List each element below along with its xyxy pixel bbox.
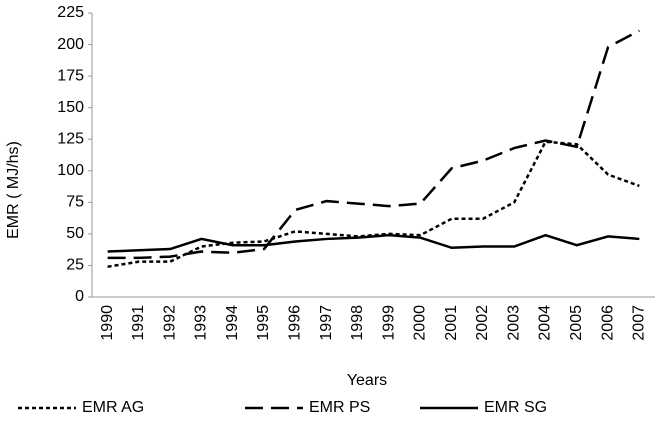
y-tick-label: 200 (57, 36, 84, 53)
data-line (107, 233, 640, 253)
x-tick-label: 2006 (599, 305, 616, 341)
legend-label: EMR PS (309, 399, 370, 416)
x-tick-label: 1990 (99, 305, 116, 341)
x-tick-label: 2000 (412, 305, 429, 341)
legend-label: EMR AG (82, 399, 144, 416)
y-tick-label: 125 (57, 130, 84, 147)
y-axis-label: EMR ( MJ/hs) (5, 141, 22, 239)
x-tick-label: 2004 (537, 305, 554, 341)
data-line (107, 140, 640, 268)
x-tick-label: 2003 (505, 305, 522, 341)
x-tick-label: 1997 (318, 305, 335, 341)
y-tick-label: 100 (57, 162, 84, 179)
legend-label: EMR SG (484, 399, 547, 416)
x-tick-label: 2005 (568, 305, 585, 341)
x-tick-label: 2002 (474, 305, 491, 341)
y-tick-label: 175 (57, 67, 84, 84)
x-tick-label: 2007 (631, 305, 648, 341)
x-tick-label: 1996 (287, 305, 304, 341)
x-tick-label: 1998 (349, 305, 366, 341)
x-tick-label: 1992 (161, 305, 178, 341)
y-tick-label: 225 (57, 4, 84, 21)
x-axis-label: Years (347, 372, 387, 389)
x-tick-label: 1991 (130, 305, 147, 341)
y-tick-label: 25 (66, 257, 84, 274)
y-tick-label: 50 (66, 225, 84, 242)
x-tick-label: 1993 (193, 305, 210, 341)
x-tick-label: 1994 (224, 305, 241, 341)
y-tick-label: 150 (57, 99, 84, 116)
x-tick-label: 1995 (255, 305, 272, 341)
x-tick-label: 1999 (380, 305, 397, 341)
data-line (107, 29, 640, 260)
y-tick-label: 0 (75, 288, 84, 305)
x-tick-label: 2001 (443, 305, 460, 341)
y-tick-label: 75 (66, 194, 84, 211)
